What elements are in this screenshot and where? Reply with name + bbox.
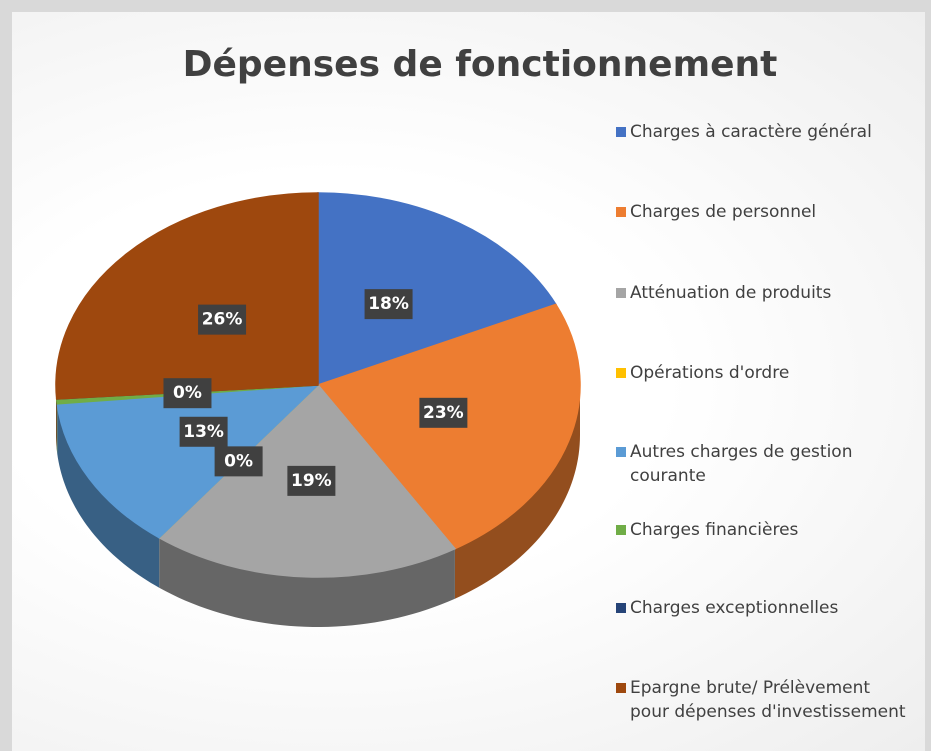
legend-swatch [616, 447, 626, 457]
legend-label: Charges à caractère général [630, 122, 872, 142]
legend-swatch [616, 683, 626, 693]
slice-side [454, 385, 580, 599]
legend-swatch [616, 288, 626, 298]
legend-item: Opérations d'ordre [616, 361, 906, 385]
data-label-box [287, 465, 336, 496]
slice [56, 384, 321, 539]
legend-item: Atténuation de produits [616, 281, 906, 305]
data-label: 0% [224, 451, 253, 471]
legend-item: Charges financières [616, 518, 906, 542]
data-label: 26% [202, 310, 243, 330]
chart-title: Dépenses de fonctionnement [183, 44, 778, 85]
legend-item: Charges de personnel [616, 200, 906, 224]
legend-label: Charges de personnel [630, 202, 817, 222]
slice-side [57, 403, 160, 588]
legend-swatch [616, 525, 626, 535]
legend-label: Epargne brute/ Prélèvement pour dépenses… [630, 678, 906, 722]
legend-label: Autres charges de gestion courante [630, 442, 853, 486]
legend-label: Atténuation de produits [630, 283, 832, 303]
legend-item: Autres charges de gestion courante [616, 440, 906, 488]
data-label: 18% [368, 294, 409, 314]
slice-side [159, 537, 455, 627]
legend-swatch [616, 603, 626, 613]
data-label: 19% [291, 471, 332, 491]
slice [317, 192, 557, 387]
data-label-box [198, 304, 247, 335]
legend-item: Charges exceptionnelles [616, 596, 906, 620]
data-label-box [179, 416, 228, 447]
data-label-box [163, 378, 212, 409]
legend-swatch [616, 207, 626, 217]
legend-item: Epargne brute/ Prélèvement pour dépenses… [616, 676, 906, 724]
legend-label: Charges financières [630, 520, 799, 540]
data-label-box [419, 397, 468, 428]
data-label: 13% [183, 422, 224, 442]
legend-label: Charges exceptionnelles [630, 598, 839, 618]
data-label: 23% [423, 403, 464, 423]
slice-side [56, 398, 58, 454]
legend-label: Opérations d'ordre [630, 363, 790, 383]
legend-swatch [616, 127, 626, 137]
data-label: 0% [173, 383, 202, 403]
legend-swatch [616, 368, 626, 378]
data-label-box [364, 289, 413, 320]
legend-item: Charges à caractère général [616, 120, 906, 144]
data-label-box [214, 446, 263, 477]
slice [55, 192, 319, 400]
